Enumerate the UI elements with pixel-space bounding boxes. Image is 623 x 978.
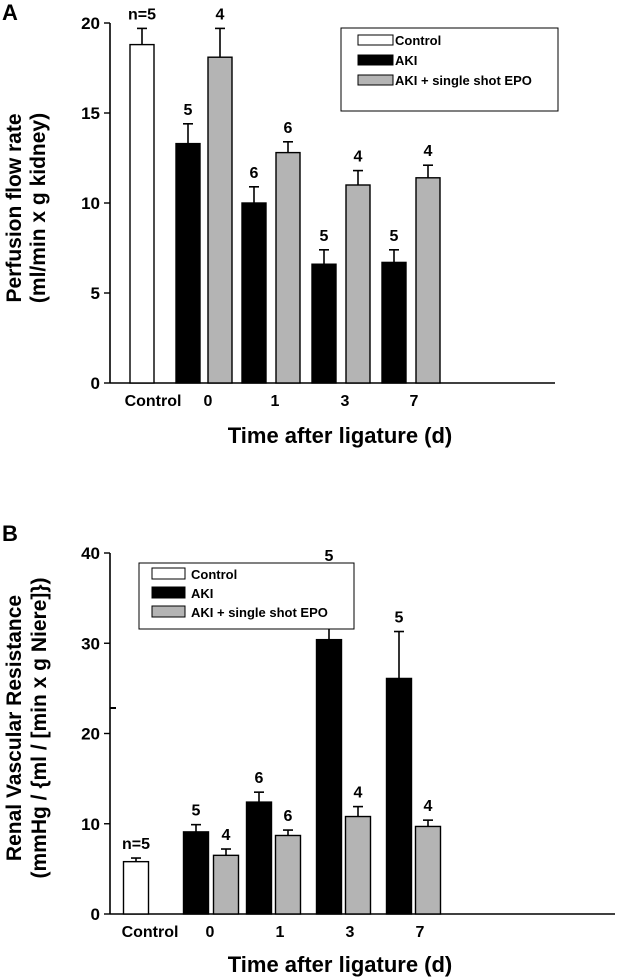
panel-b-xlabel: Time after ligature (d) <box>228 952 453 977</box>
panel-a-legend: Control AKI AKI + single shot EPO <box>340 27 559 112</box>
panel-a-category-label: 1 <box>271 393 280 410</box>
panel-b-bar <box>385 677 413 915</box>
panel-b-legend: Control AKI AKI + single shot EPO <box>138 562 355 630</box>
panel-a-bar <box>207 56 233 384</box>
panel-a-bar <box>275 151 301 384</box>
panel-b-bar <box>274 834 302 915</box>
panel-a-bar <box>311 263 337 384</box>
panel-b-bar <box>344 815 372 915</box>
panel-a-bar <box>345 184 371 384</box>
panel-a-bar <box>381 261 407 384</box>
panel-a-ytick-label: 0 <box>91 374 100 393</box>
panel-b-category-label: 1 <box>276 924 285 941</box>
panel-a-letter: A <box>2 0 18 25</box>
panel-b-ytick-label: 40 <box>81 544 100 563</box>
panel-b-category-label: Control <box>122 924 179 941</box>
panel-a-category-label: Control <box>125 393 182 410</box>
panel-a-n-label: 5 <box>320 228 329 245</box>
panel-a-n-label: 6 <box>284 120 293 137</box>
panel-a-bar <box>415 177 441 384</box>
panel-a-category-label: 7 <box>410 393 419 410</box>
panel-a-ytick-label: 5 <box>91 284 100 303</box>
panel-b-n-label: 4 <box>424 798 433 815</box>
panel-b-ylabel-line1: Renal Vascular Resistance <box>3 595 26 861</box>
panel-b-n-label: n=5 <box>122 836 150 853</box>
panel-a-n-label: 4 <box>216 6 225 23</box>
panel-a-ylabel-line2: (ml/min x g kidney) <box>27 113 50 303</box>
panel-a-category-label: 3 <box>341 393 350 410</box>
panel-a-n-label: 4 <box>424 143 433 160</box>
panel-b-n-label: 5 <box>325 548 334 565</box>
panel-b-category-label: 0 <box>206 924 215 941</box>
panel-a-bar <box>175 142 201 384</box>
panel-b-ytick-label: 10 <box>81 815 100 834</box>
panel-b-ytick-label: 30 <box>81 634 100 653</box>
panel-a-legend-swatch <box>357 74 394 86</box>
panel-b-bar <box>245 801 273 915</box>
panel-a-legend-label: AKI <box>395 53 417 68</box>
panel-a-legend-label: AKI + single shot EPO <box>395 73 532 88</box>
panel-b-legend-label: AKI <box>191 586 213 601</box>
panel-a-xlabel: Time after ligature (d) <box>228 423 453 448</box>
panel-b-bar <box>212 854 240 915</box>
panel-b-n-label: 4 <box>354 785 363 802</box>
panel-a-n-label: 6 <box>250 165 259 182</box>
panel-b-n-label: 6 <box>255 770 264 787</box>
panel-b-legend-swatch <box>151 586 186 599</box>
panel-b-legend-label: AKI + single shot EPO <box>191 605 328 620</box>
panel-a-ytick-label: 10 <box>81 194 100 213</box>
panel-a-bar <box>129 43 155 384</box>
panel-b-bar <box>182 831 210 915</box>
panel-a-legend-label: Control <box>395 33 441 48</box>
panel-a: A Perfusion flow rate (ml/min x g kidney… <box>2 0 559 448</box>
panel-a-ylabel-line1: Perfusion flow rate <box>3 113 26 302</box>
panel-a-ytick-label: 20 <box>81 14 100 33</box>
panel-b-n-label: 5 <box>192 803 201 820</box>
panel-b-bar <box>122 860 150 915</box>
panel-b-ytick-label: 20 <box>81 725 100 744</box>
panel-b-legend-swatch <box>151 567 186 580</box>
panel-a-n-label: 5 <box>184 102 193 119</box>
panel-a-legend-swatch <box>357 54 394 66</box>
panel-a-n-label: 4 <box>354 149 363 166</box>
panel-a-bar <box>241 202 267 384</box>
panel-a-ytick-label: 15 <box>81 104 100 123</box>
panel-b-n-label: 5 <box>395 610 404 627</box>
panel-a-legend-swatch <box>357 34 394 46</box>
panel-b-category-label: 7 <box>416 924 425 941</box>
panel-b-letter: B <box>2 521 18 546</box>
panel-b-n-label: 4 <box>222 827 231 844</box>
panel-a-n-label: n=5 <box>128 6 156 23</box>
panel-a-n-label: 5 <box>390 228 399 245</box>
panel-b: B Renal Vascular Resistance (mmHg / {ml … <box>2 521 615 977</box>
panel-a-marks: 0 5 10 15 20 Control 0 1 3 7 n=5 5 4 6 6 5 4 5 4 <box>81 6 555 410</box>
panel-b-legend-label: Control <box>191 567 237 582</box>
panel-b-n-label: 6 <box>284 808 293 825</box>
panel-b-bar <box>315 638 343 915</box>
panel-b-bar <box>414 825 442 915</box>
panel-b-marks: 0 10 20 30 40 Control 0 1 3 7 n=5 5 4 6 6 5 4 5 4 <box>81 544 615 941</box>
panel-b-legend-swatch <box>151 605 186 618</box>
panel-b-category-label: 3 <box>346 924 355 941</box>
panel-b-ytick-label: 0 <box>91 905 100 924</box>
panel-a-category-label: 0 <box>204 393 213 410</box>
panel-b-ylabel-line2: (mmHg / {ml / [min x g Niere]}) <box>28 577 51 878</box>
